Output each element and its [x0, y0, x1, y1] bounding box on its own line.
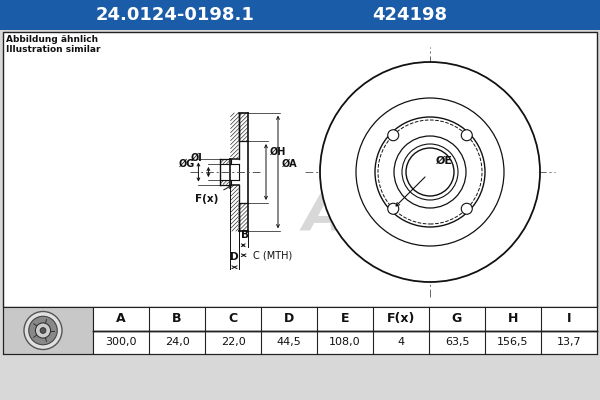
Text: 300,0: 300,0 — [105, 337, 137, 347]
Bar — [230, 115, 239, 160]
Circle shape — [356, 98, 504, 246]
Text: 44,5: 44,5 — [277, 337, 301, 347]
Text: I: I — [567, 312, 571, 325]
Circle shape — [402, 144, 458, 200]
Text: ØE: ØE — [436, 156, 453, 166]
Text: ØG: ØG — [178, 159, 194, 169]
Circle shape — [40, 328, 46, 333]
Circle shape — [29, 316, 57, 345]
Text: 24.0124-0198.1: 24.0124-0198.1 — [95, 6, 254, 24]
Text: 156,5: 156,5 — [497, 337, 529, 347]
Circle shape — [320, 62, 540, 282]
Bar — [220, 180, 232, 184]
Text: Ate: Ate — [303, 188, 407, 242]
Text: 108,0: 108,0 — [329, 337, 361, 347]
Bar — [0, 0, 600, 30]
Text: C (MTH): C (MTH) — [253, 250, 292, 260]
Bar — [220, 160, 232, 164]
Text: ØI: ØI — [191, 153, 202, 163]
Text: H: H — [508, 312, 518, 325]
Bar — [3, 307, 93, 354]
Text: 24,0: 24,0 — [164, 337, 190, 347]
Text: ØA: ØA — [282, 159, 298, 169]
Bar — [239, 113, 248, 141]
Text: A: A — [116, 312, 126, 325]
Text: B: B — [241, 230, 249, 240]
Bar — [3, 32, 597, 307]
Text: F(x): F(x) — [387, 312, 415, 325]
Text: Illustration similar: Illustration similar — [6, 44, 101, 54]
Text: 63,5: 63,5 — [445, 337, 469, 347]
Text: B: B — [172, 312, 182, 325]
Bar — [239, 203, 248, 231]
Text: E: E — [341, 312, 349, 325]
Text: 22,0: 22,0 — [221, 337, 245, 347]
Text: G: G — [452, 312, 462, 325]
Text: D: D — [284, 312, 294, 325]
Text: 424198: 424198 — [373, 6, 448, 24]
Bar — [93, 307, 597, 354]
Bar — [230, 182, 239, 229]
Circle shape — [406, 148, 454, 196]
Circle shape — [388, 130, 399, 141]
Text: 4: 4 — [397, 337, 404, 347]
Circle shape — [461, 130, 472, 141]
Text: F(x): F(x) — [196, 186, 231, 204]
Text: 13,7: 13,7 — [557, 337, 581, 347]
Text: ØH: ØH — [270, 147, 286, 157]
Circle shape — [394, 136, 466, 208]
Circle shape — [388, 203, 399, 214]
Circle shape — [375, 117, 485, 227]
Circle shape — [461, 203, 472, 214]
Circle shape — [24, 312, 62, 350]
Text: C: C — [229, 312, 238, 325]
Text: D: D — [230, 252, 239, 262]
Circle shape — [35, 323, 50, 338]
Text: Abbildung ähnlich: Abbildung ähnlich — [6, 36, 98, 44]
